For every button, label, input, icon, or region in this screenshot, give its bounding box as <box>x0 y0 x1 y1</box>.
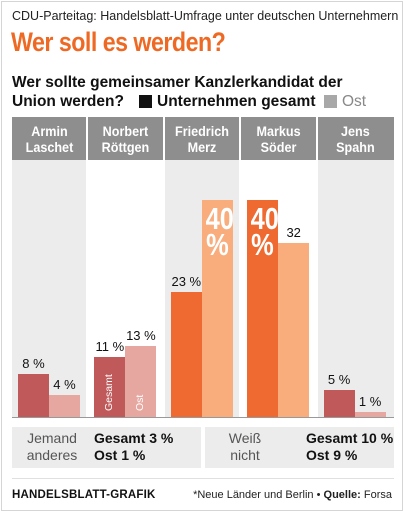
data-label-part-gesamt-markus-soeder-1: 40 <box>250 201 280 236</box>
other-label-weiss-nicht: Weiß nicht <box>205 430 285 464</box>
other-label-jemand-line1: Jemand <box>27 430 77 446</box>
data-label-ost-markus-soeder: 32 <box>286 225 301 240</box>
other-label-jemand-line2: anderes <box>26 447 78 463</box>
other-label-jemand: Jemand anderes <box>12 430 92 464</box>
footer-rule <box>12 478 394 479</box>
other-values-weiss-nicht: Gesamt 10 % Ost 9 % <box>306 430 393 464</box>
legend-ost-label: Ost <box>342 93 367 110</box>
bar-gesamt-armin-laschet <box>18 374 49 417</box>
footer-source: *Neue Länder und Berlin • Quelle: Forsa <box>193 489 392 501</box>
data-label-gesamt-jens-spahn: 5 % <box>327 372 351 387</box>
footer-note: *Neue Länder und Berlin • <box>193 489 321 501</box>
footer-brand: HANDELSBLATT-GRAFIK <box>12 489 156 501</box>
other-box-weiss-nicht: Weiß nicht Gesamt 10 % Ost 9 % <box>205 427 394 468</box>
column-jens-spahn: Jens Spahn <box>317 117 394 418</box>
bar-gesamt-markus-soeder <box>247 200 279 417</box>
bar-gesamt-norbert-roettgen <box>94 357 126 417</box>
column-norbert-roettgen: Norbert Röttgen <box>88 117 163 418</box>
in-bar-label-gesamt-norbert-roettgen: Gesamt <box>103 374 116 411</box>
column-header-label-jens-spahn: Jens Spahn <box>337 123 376 155</box>
column-header-label-friedrich-merz: Friedrich Merz <box>175 123 229 155</box>
column-header-label-armin-laschet: Armin Laschet <box>25 123 73 155</box>
column-header-norbert-roettgen: Norbert Röttgen <box>88 117 163 160</box>
question-line-1: Wer sollte gemeinsamer Kanzlerkandidat d… <box>12 74 343 91</box>
footer-source-name: Forsa <box>363 489 392 501</box>
data-label-gesamt-friedrich-merz: 23 % <box>171 274 202 289</box>
other-box-jemand: Jemand anderes Gesamt 3 % Ost 1 % <box>12 427 201 468</box>
column-header-line-armin-laschet-2: Laschet <box>25 138 74 155</box>
baseline <box>12 417 394 418</box>
column-header-jens-spahn: Jens Spahn <box>317 117 394 160</box>
column-armin-laschet: Armin Laschet <box>12 117 87 418</box>
bar-gesamt-jens-spahn <box>323 390 355 417</box>
other-label-weiss-line2: nicht <box>230 447 260 463</box>
column-header-line-friedrich-merz-1: Friedrich <box>175 122 229 139</box>
bar-ost-armin-laschet <box>49 395 80 417</box>
column-header-label-markus-soeder: Markus Söder <box>256 123 300 155</box>
column-header-line-norbert-roettgen-1: Norbert <box>102 122 149 139</box>
bar-gesamt-friedrich-merz <box>170 292 202 417</box>
column-markus-soeder: Markus Söder <box>241 117 316 418</box>
data-label-ost-armin-laschet: 4 % <box>53 377 76 392</box>
data-label-part-ost-friedrich-merz-2: % <box>205 227 229 262</box>
data-label-ost-norbert-roettgen: 13 % <box>126 328 156 343</box>
data-label-gesamt-norbert-roettgen: 11 % <box>95 339 125 354</box>
column-header-friedrich-merz: Friedrich Merz <box>164 117 240 160</box>
column-header-line-markus-soeder-1: Markus <box>256 122 301 139</box>
legend-gesamt-swatch <box>139 95 152 108</box>
data-label-part-ost-friedrich-merz-1: 40 <box>205 201 234 236</box>
other-gesamt-weiss: Gesamt 10 % <box>306 430 394 446</box>
question: Wer sollte gemeinsamer Kanzlerkandidat d… <box>12 73 343 111</box>
data-label-ost-friedrich-merz: 40% <box>205 201 234 262</box>
other-label-weiss-line1: Weiß <box>228 430 262 446</box>
other-gesamt-jemand: Gesamt 3 % <box>94 430 174 446</box>
bar-ost-friedrich-merz <box>201 200 233 417</box>
data-label-part-gesamt-markus-soeder-2: % <box>251 227 274 262</box>
legend-gesamt-label: Unternehmen gesamt <box>157 93 316 110</box>
column-header-line-friedrich-merz-2: Merz <box>187 138 217 155</box>
in-bar-label-ost-norbert-roettgen: Ost <box>134 394 147 411</box>
bar-chart: Jens Spahn Markus Söder Friedrich Merz Norbert… <box>12 117 394 418</box>
other-ost-weiss: Ost 9 % <box>306 447 358 463</box>
column-header-line-markus-soeder-2: Söder <box>260 138 297 155</box>
data-label-gesamt-armin-laschet: 8 % <box>22 356 45 371</box>
footer-source-label: Quelle: <box>323 489 361 501</box>
question-line-2: Union werden? <box>12 93 124 110</box>
legend-ost-swatch <box>324 95 337 108</box>
legend-gesamt: Unternehmen gesamt <box>139 92 315 111</box>
column-header-label-norbert-roettgen: Norbert Röttgen <box>102 123 150 155</box>
bar-ost-markus-soeder <box>278 243 310 417</box>
column-header-markus-soeder: Markus Söder <box>241 117 316 160</box>
headline: Wer soll es werden? <box>11 27 226 57</box>
column-header-line-norbert-roettgen-2: Röttgen <box>101 138 150 155</box>
data-label-ost-jens-spahn: 1 % <box>358 394 382 409</box>
legend-ost: Ost <box>324 92 366 111</box>
bar-ost-norbert-roettgen <box>125 346 157 417</box>
bar-ost-jens-spahn <box>354 412 386 417</box>
other-values-jemand: Gesamt 3 % Ost 1 % <box>94 430 173 464</box>
data-label-gesamt-markus-soeder: 40% <box>250 201 280 262</box>
column-header-line-jens-spahn-1: Jens <box>341 122 371 139</box>
column-header-line-armin-laschet-1: Armin <box>30 122 68 139</box>
other-ost-jemand: Ost 1 % <box>94 447 146 463</box>
column-header-line-jens-spahn-2: Spahn <box>336 138 376 155</box>
column-header-armin-laschet: Armin Laschet <box>12 117 87 160</box>
kicker: CDU-Parteitag: Handelsblatt-Umfrage unte… <box>12 9 399 23</box>
